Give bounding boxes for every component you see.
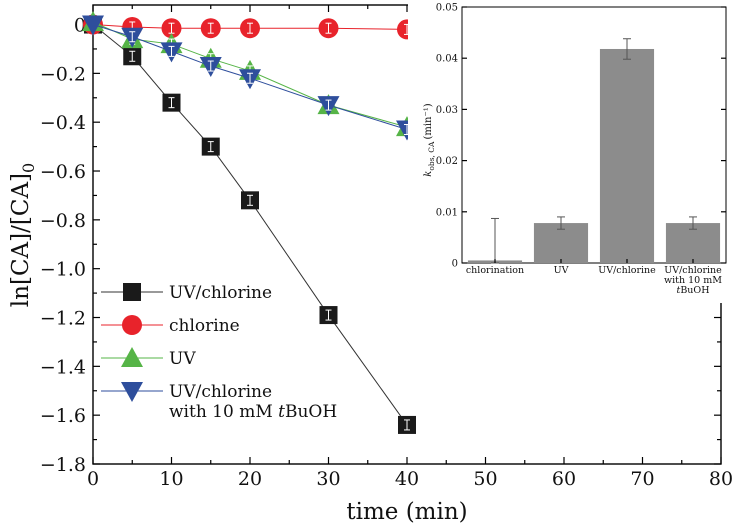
x-tick-label: 40	[395, 468, 419, 490]
legend-label: chlorine	[169, 316, 240, 336]
inset-bar-group: chlorination	[466, 217, 524, 276]
y-tick-label: −1.6	[40, 405, 86, 427]
y-axis-title: ln[CA]/[CA]0	[8, 163, 38, 307]
y-tick-label: −1.0	[40, 259, 86, 281]
main-x-ticks: 0 10 20 30 40 50 60 70 80	[87, 5, 733, 490]
y-tick-label: −0.2	[40, 63, 86, 85]
inset-bar	[665, 223, 721, 263]
main-series-layer	[82, 11, 418, 434]
y-tick-label: −1.8	[40, 454, 86, 476]
legend-label: UV	[169, 349, 196, 369]
inset-y-ticks: 0 0.01 0.02 0.03 0.04 0.05	[436, 3, 726, 270]
legend-entry: UV/chlorine	[101, 283, 272, 303]
y-tick-label: −0.6	[40, 161, 86, 183]
inset-bar-group: UV/chlorine	[598, 38, 656, 276]
legend-marker	[121, 347, 143, 367]
y-axis-title-main: ln[CA]/[CA]	[8, 173, 34, 307]
inset-y-tick-label: 0.03	[436, 105, 458, 116]
inset-bar	[533, 223, 589, 263]
x-tick-label: 10	[159, 468, 183, 490]
main-y-ticks: 0 −0.2 −0.4 −0.6 −0.8 −1.0 −1.2 −1.4 −1.6 −1.8	[40, 15, 721, 476]
inset-plot-frame	[461, 6, 727, 264]
svg-text:kobs, CA(min⁻¹): kobs, CA (min⁻¹)	[423, 103, 436, 176]
y-tick-label: −1.2	[40, 308, 86, 330]
x-tick-label: 80	[709, 468, 733, 490]
inset-chart: 0 0.01 0.02 0.03 0.04 0.05 chlorination UV UV/c…	[408, 2, 735, 303]
y-tick-label: −1.4	[40, 356, 86, 378]
x-axis-title: time (min)	[346, 499, 467, 525]
inset-y-axis-title-unit: (min⁻¹)	[423, 103, 434, 139]
y-axis-title-sub: 0	[19, 163, 38, 173]
y-tick-label: −0.4	[40, 112, 86, 134]
inset-y-tick-label: 0.05	[436, 3, 458, 14]
inset-bar	[599, 48, 655, 263]
inset-category-label: UV/chlorine	[664, 265, 722, 276]
inset-category-label: UV	[554, 265, 569, 276]
legend-entry: UV	[101, 347, 196, 369]
inset-category-label: UV/chlorine	[598, 265, 656, 276]
data-point	[82, 15, 104, 36]
svg-text:ln[CA]/[CA]0: ln[CA]/[CA]0	[8, 163, 38, 307]
inset-category-label: tBuOH	[676, 285, 709, 296]
inset-y-tick-label: 0	[452, 259, 458, 270]
inset-y-axis-title-main: k	[423, 171, 434, 177]
inset-y-tick-label: 0.02	[436, 156, 458, 167]
x-tick-label: 20	[238, 468, 262, 490]
inset-y-axis-title-sub: obs, CA	[427, 141, 436, 171]
x-tick-label: 60	[552, 468, 576, 490]
inset-y-tick-label: 0.01	[436, 207, 458, 218]
legend-label: UV/chlorine	[169, 382, 272, 402]
legend-marker	[121, 382, 143, 402]
legend-label: UV/chlorine	[169, 283, 272, 303]
x-tick-label: 70	[630, 468, 654, 490]
y-tick-label: −0.8	[40, 210, 86, 232]
legend-entry: chlorine	[101, 315, 240, 336]
inset-y-tick-label: 0.04	[436, 54, 458, 65]
x-tick-label: 30	[316, 468, 340, 490]
legend-label: with 10 mM tBuOH	[169, 402, 337, 422]
legend-marker	[123, 283, 141, 301]
x-tick-label: 50	[473, 468, 497, 490]
inset-y-axis-title: kobs, CA (min⁻¹)	[423, 103, 436, 176]
x-tick-label: 0	[87, 468, 99, 490]
series-square	[84, 15, 416, 434]
inset-bars: chlorination UV UV/chlorine UV/chlorinewith…	[466, 38, 722, 296]
inset-bar-group: UV	[533, 216, 589, 276]
inset-category-label: with 10 mM	[664, 275, 722, 286]
legend-marker	[122, 315, 142, 335]
inset-category-label: chlorination	[466, 265, 524, 276]
